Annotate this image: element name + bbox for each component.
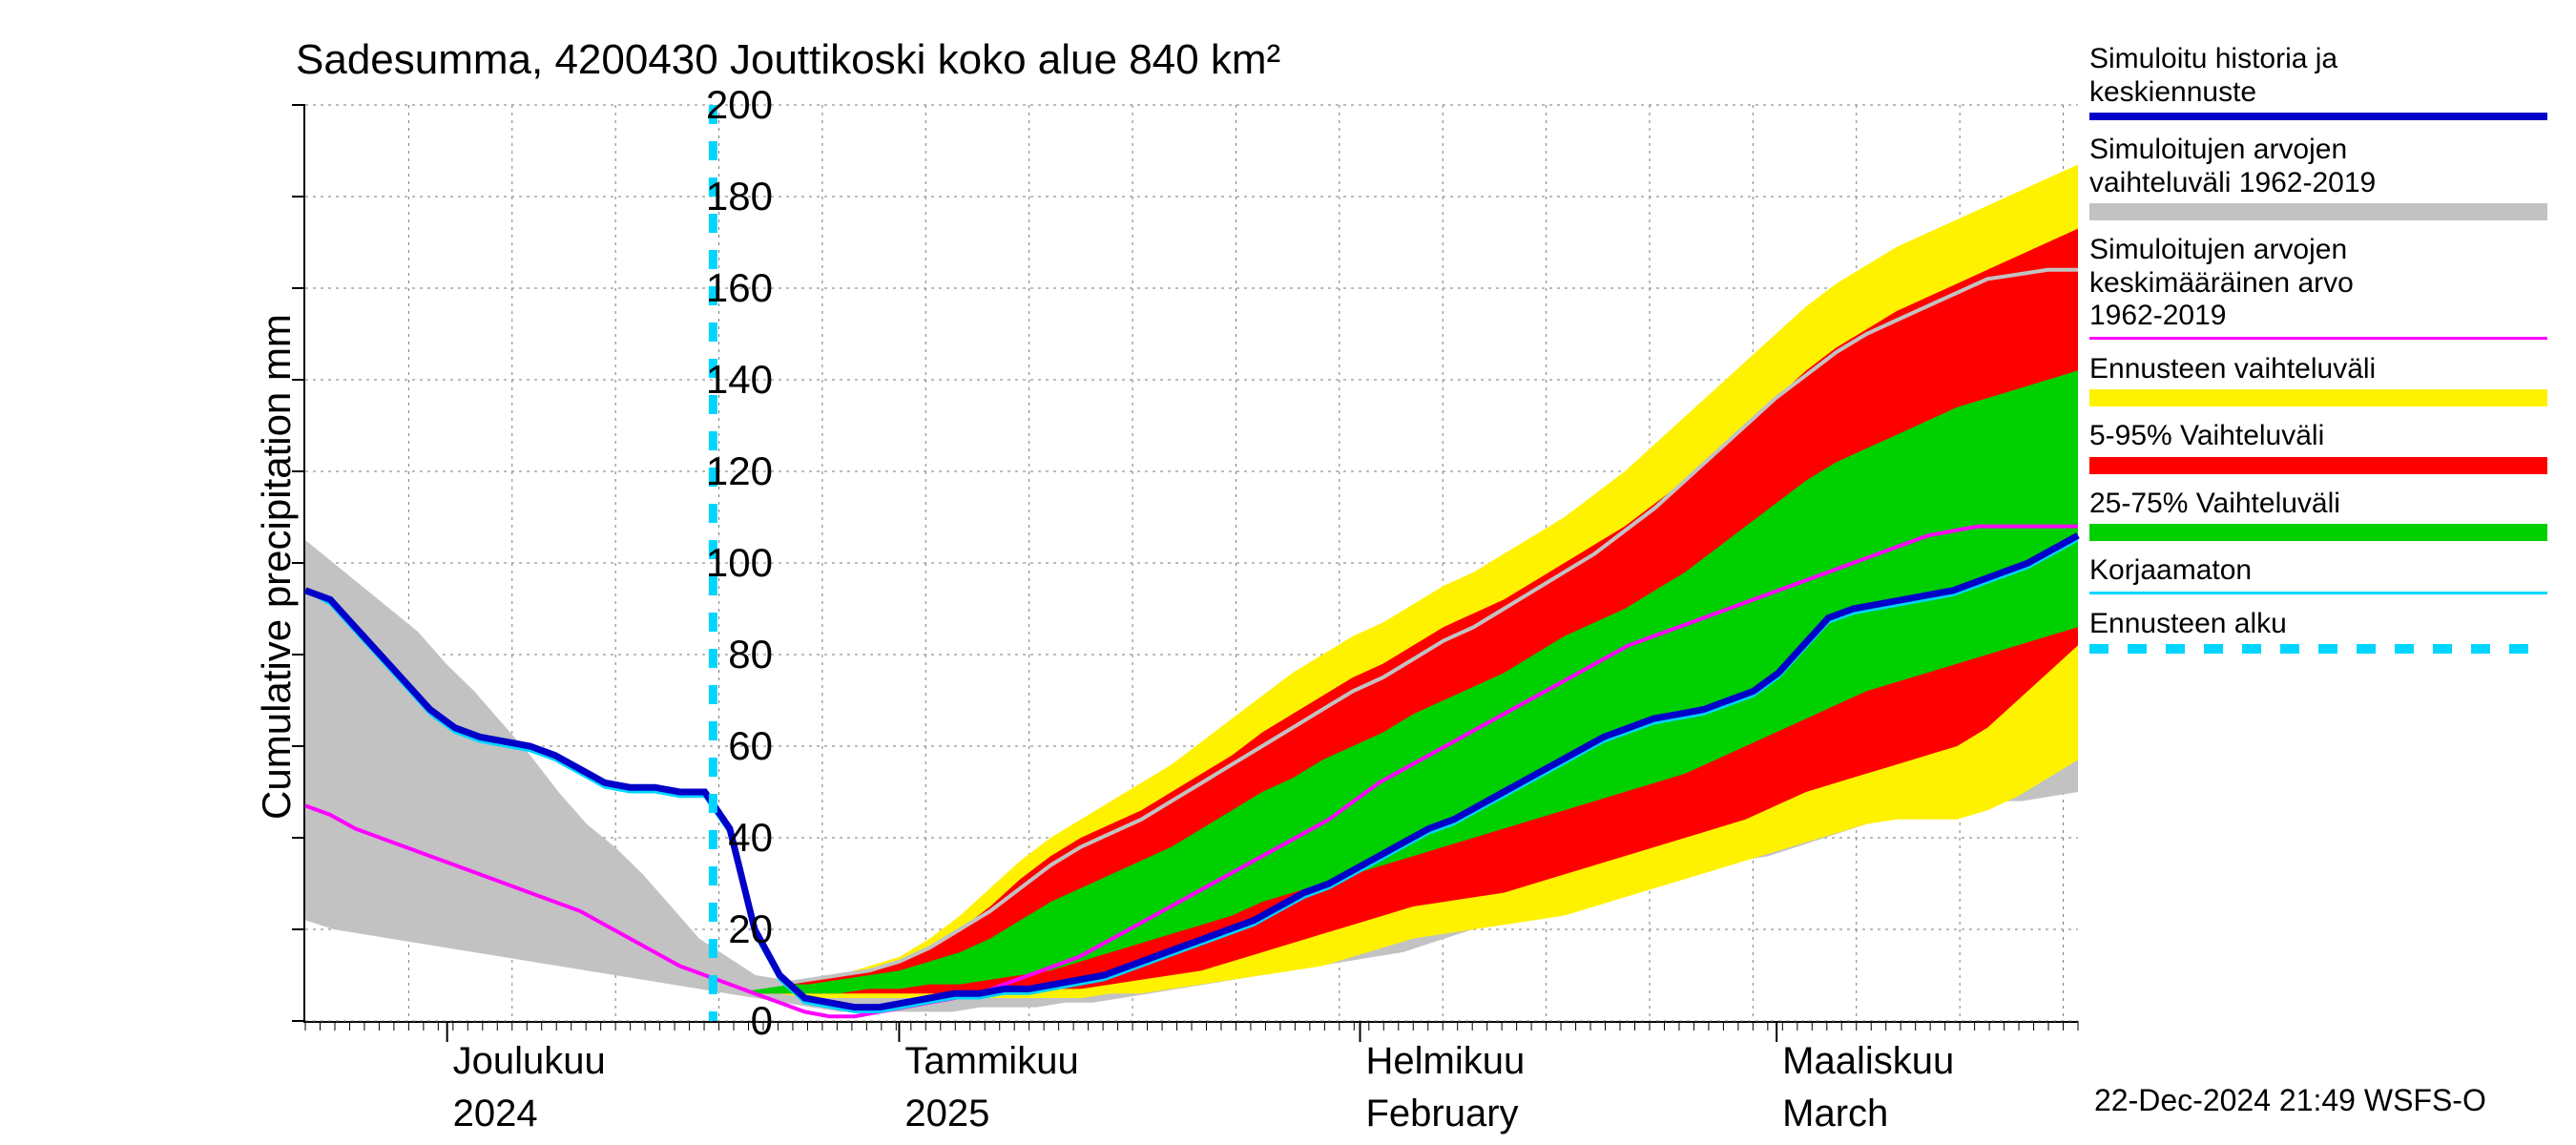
y-tick-label: 60: [677, 723, 773, 769]
legend-swatch: [2089, 389, 2547, 406]
precipitation-forecast-chart: Sadesumma, 4200430 Jouttikoski koko alue…: [10, 10, 2566, 1135]
plot-svg: [305, 105, 2078, 1021]
y-tick-label: 160: [677, 265, 773, 311]
x-tick-month: Helmikuu: [1366, 1040, 1526, 1083]
y-tick-label: 120: [677, 448, 773, 494]
x-tick-year: March: [1782, 1093, 1888, 1135]
legend-swatch: [2089, 203, 2547, 220]
x-tick-year: 2024: [453, 1093, 538, 1135]
x-tick-month: Joulukuu: [453, 1040, 606, 1083]
legend-label: Ennusteen alku: [2089, 608, 2566, 641]
legend-label: 1962-2019: [2089, 300, 2566, 333]
legend-label: Ennusteen vaihteluväli: [2089, 353, 2566, 386]
footer-timestamp: 22-Dec-2024 21:49 WSFS-O: [2094, 1083, 2486, 1118]
y-tick-label: 180: [677, 174, 773, 219]
legend-item: Simuloitu historia jakeskiennuste: [2089, 43, 2566, 120]
y-tick-label: 100: [677, 540, 773, 586]
legend-item: Korjaamaton: [2089, 554, 2566, 594]
x-tick-month: Maaliskuu: [1782, 1040, 1954, 1083]
legend-item: 5-95% Vaihteluväli: [2089, 420, 2566, 474]
y-tick-label: 200: [677, 82, 773, 128]
legend-label: vaihteluväli 1962-2019: [2089, 167, 2566, 200]
x-tick-month: Tammikuu: [904, 1040, 1078, 1083]
legend: Simuloitu historia jakeskiennusteSimuloi…: [2089, 43, 2566, 667]
y-tick-label: 40: [677, 815, 773, 861]
y-tick-label: 80: [677, 632, 773, 677]
legend-label: Simuloitu historia ja: [2089, 43, 2566, 76]
legend-label: keskimääräinen arvo: [2089, 267, 2566, 301]
chart-title: Sadesumma, 4200430 Jouttikoski koko alue…: [296, 36, 1280, 84]
legend-label: 5-95% Vaihteluväli: [2089, 420, 2566, 453]
legend-label: Simuloitujen arvojen: [2089, 234, 2566, 267]
legend-label: Simuloitujen arvojen: [2089, 134, 2566, 167]
legend-label: 25-75% Vaihteluväli: [2089, 488, 2566, 521]
legend-swatch: [2089, 337, 2547, 340]
legend-item: Ennusteen alku: [2089, 608, 2566, 655]
legend-label: keskiennuste: [2089, 76, 2566, 110]
y-tick-label: 0: [677, 998, 773, 1044]
legend-label: Korjaamaton: [2089, 554, 2566, 588]
x-tick-year: 2025: [904, 1093, 989, 1135]
legend-swatch: [2089, 592, 2547, 594]
x-tick-year: February: [1366, 1093, 1519, 1135]
legend-swatch: [2089, 644, 2547, 654]
plot-area: [303, 105, 2078, 1023]
legend-item: Simuloitujen arvojenvaihteluväli 1962-20…: [2089, 134, 2566, 220]
y-tick-label: 140: [677, 357, 773, 403]
legend-item: 25-75% Vaihteluväli: [2089, 488, 2566, 542]
y-tick-label: 20: [677, 906, 773, 952]
y-axis-label: Cumulative precipitation mm: [254, 314, 300, 820]
legend-item: Simuloitujen arvojenkeskimääräinen arvo …: [2089, 234, 2566, 340]
legend-swatch: [2089, 457, 2547, 474]
legend-item: Ennusteen vaihteluväli: [2089, 353, 2566, 407]
legend-swatch: [2089, 113, 2547, 120]
legend-swatch: [2089, 524, 2547, 541]
